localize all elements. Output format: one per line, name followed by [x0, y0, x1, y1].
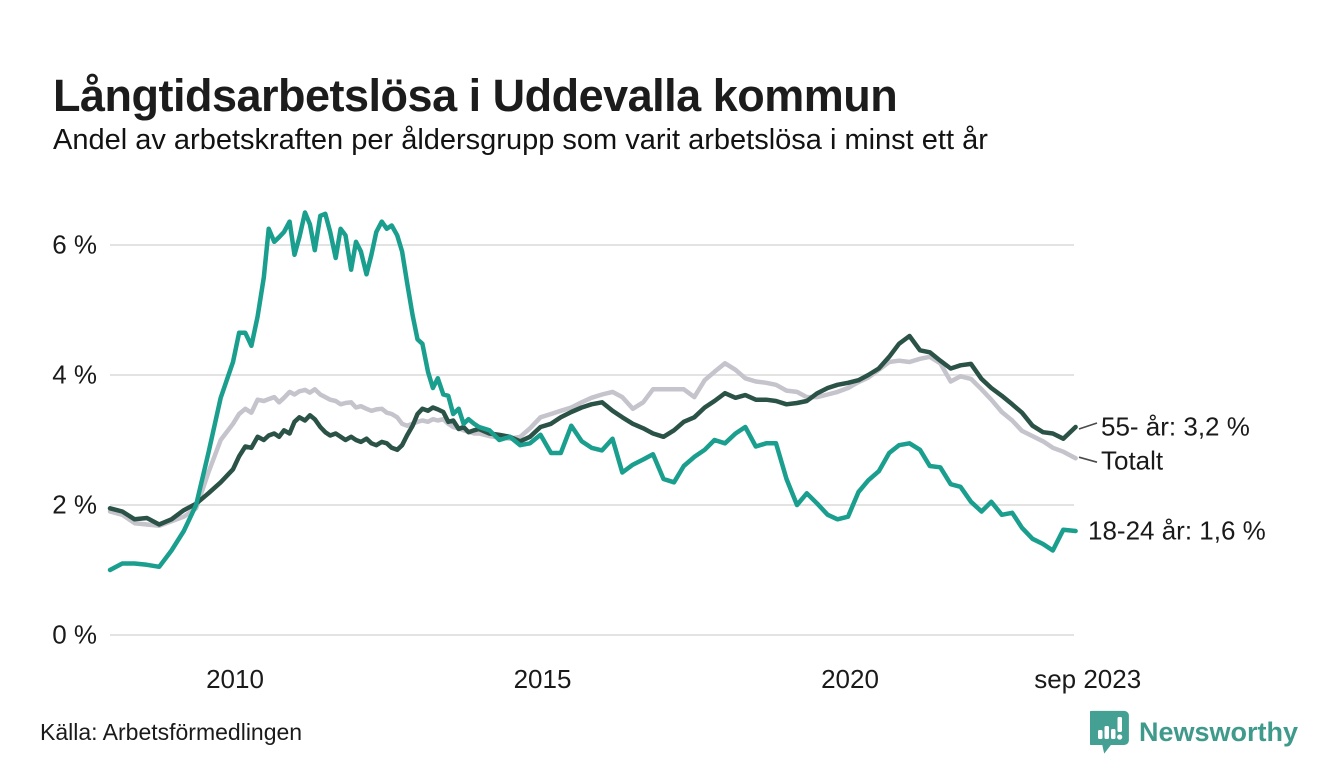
- x-axis-tick-2010: 2010: [206, 664, 264, 694]
- newsworthy-wordmark: Newsworthy: [1138, 716, 1298, 747]
- series-label-55: 55- år: 3,2 %: [1101, 411, 1250, 442]
- page-subtitle: Andel av arbetskraften per åldersgrupp s…: [53, 124, 988, 156]
- page-title: Långtidsarbetslösa i Uddevalla kommun: [53, 70, 898, 122]
- x-axis-tick-sep-2023: sep 2023: [1034, 664, 1142, 694]
- series-label-18-24: 18-24 år: 1,6 %: [1088, 515, 1266, 546]
- y-axis-tick-2: 2 %: [52, 489, 97, 520]
- newsworthy-logo[interactable]: Newsworthy: [1087, 706, 1298, 758]
- y-axis-tick-4: 4 %: [52, 359, 97, 390]
- x-axis-tick-2020: 2020: [821, 664, 879, 694]
- source-note: Källa: Arbetsförmedlingen: [40, 719, 303, 745]
- x-axis-tick-2015: 2015: [513, 664, 572, 694]
- newsworthy-logo-icon: [1087, 708, 1130, 756]
- y-axis-tick-0: 0 %: [52, 619, 97, 650]
- y-axis-tick-6: 6 %: [52, 229, 97, 260]
- series-label-totalt: Totalt: [1101, 445, 1164, 476]
